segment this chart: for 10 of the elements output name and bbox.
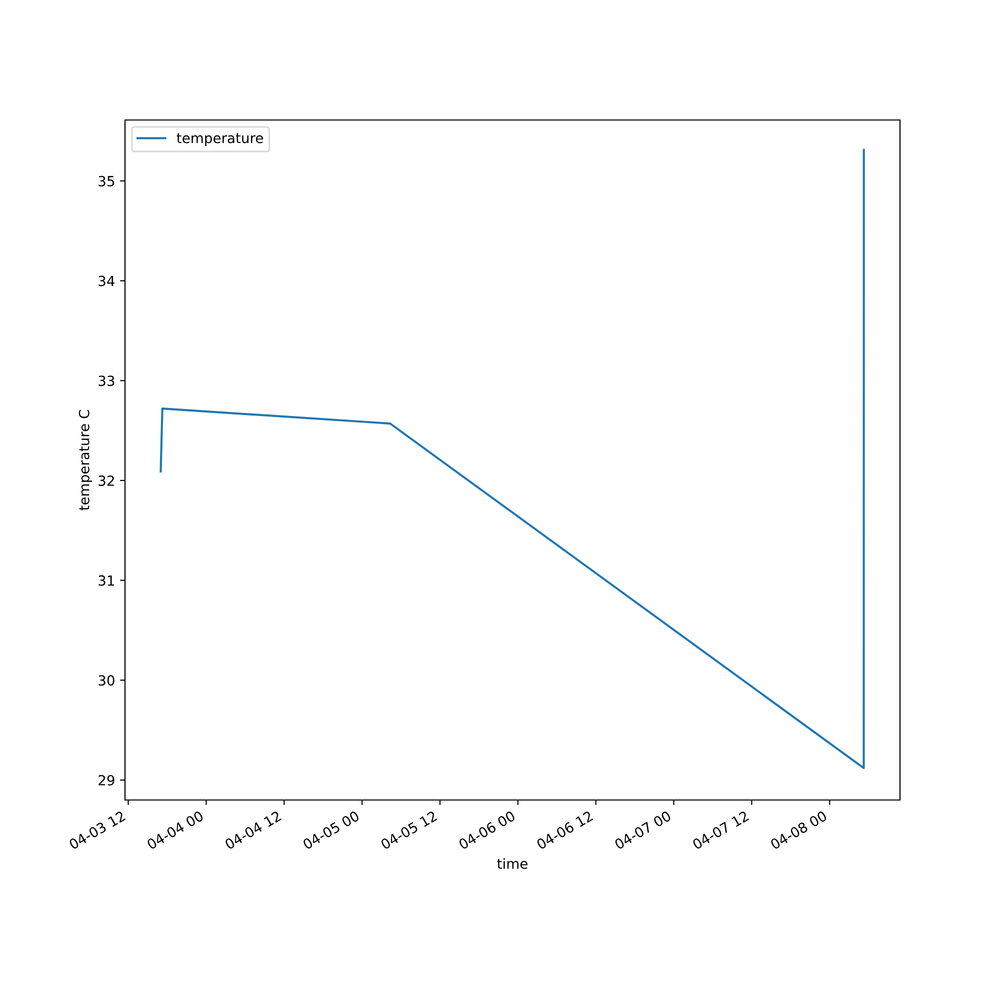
legend-label: temperature — [176, 133, 263, 146]
y-tick-label: 33 — [98, 376, 114, 386]
y-axis-title: temperature C — [78, 410, 92, 510]
y-tick-label: 30 — [98, 675, 114, 686]
y-tick-label: 31 — [98, 575, 114, 586]
x-axis-title: time — [497, 858, 528, 869]
y-tick-label: 34 — [98, 276, 114, 286]
y-tick-label: 35 — [98, 176, 114, 186]
y-tick-label: 32 — [98, 475, 114, 486]
y-tick-label: 29 — [98, 775, 114, 786]
